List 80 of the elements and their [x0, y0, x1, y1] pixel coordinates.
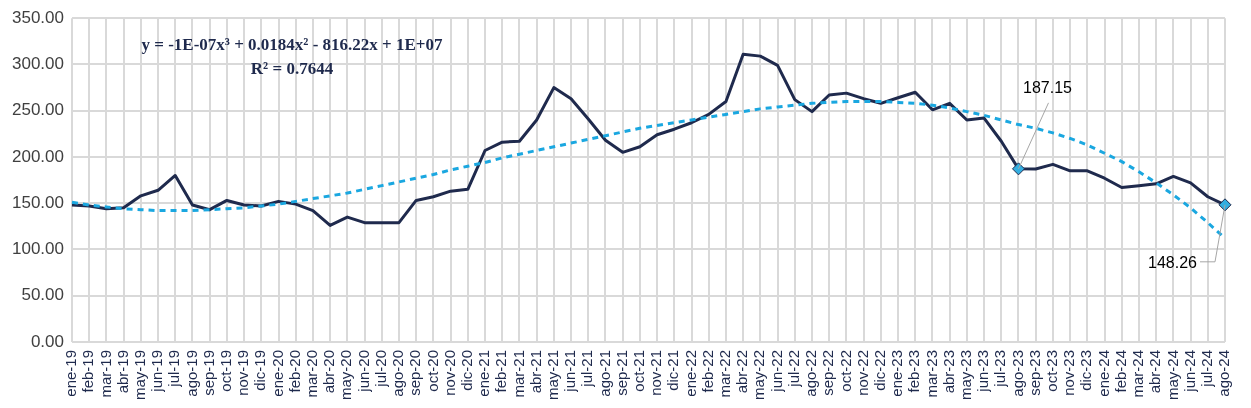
- x-tick-label: ago-22: [802, 349, 820, 397]
- x-tick-label: sep-23: [1025, 349, 1043, 396]
- x-tick-label: ago-21: [595, 349, 613, 397]
- x-tick-label: may-23: [957, 349, 975, 401]
- x-tick-label: oct-21: [630, 349, 648, 392]
- x-tick-label: nov-19: [234, 349, 252, 396]
- y-tick-label: 250.00: [12, 100, 64, 120]
- x-tick-label: may-19: [130, 349, 148, 401]
- x-tick-label: nov-21: [647, 349, 665, 396]
- x-tick-label: mar-24: [1129, 349, 1147, 398]
- x-tick-label: may-24: [1163, 349, 1181, 401]
- x-tick-label: sep-21: [612, 349, 630, 396]
- x-tick-label: abr-22: [733, 349, 751, 394]
- x-tick-label: sep-20: [406, 349, 424, 396]
- x-tick-label: ene-23: [888, 349, 906, 397]
- x-tick-label: jul-24: [1197, 349, 1215, 388]
- x-tick-label: jun-21: [561, 349, 579, 393]
- x-tick-label: ene-20: [268, 349, 286, 397]
- x-tick-label: mar-19: [96, 349, 114, 398]
- x-tick-label: may-21: [543, 349, 561, 401]
- x-tick-label: mar-23: [922, 349, 940, 398]
- x-tick-label: abr-24: [1146, 349, 1164, 394]
- y-tick-label: 100.00: [12, 239, 64, 259]
- x-tick-label: dic-21: [664, 349, 682, 391]
- data-label: 187.15: [1023, 79, 1073, 97]
- x-tick-label: abr-20: [320, 349, 338, 394]
- x-tick-label: sep-19: [199, 349, 217, 396]
- x-tick-label: mar-22: [716, 349, 734, 398]
- x-tick-label: sep-22: [819, 349, 837, 396]
- annotation: R² = 0.7644: [250, 58, 334, 78]
- x-tick-label: jul-23: [991, 349, 1009, 388]
- x-tick-label: ene-21: [475, 349, 493, 397]
- x-tick-label: ene-22: [681, 349, 699, 397]
- x-tick-label: jul-22: [784, 349, 802, 388]
- y-tick-label: 50.00: [21, 285, 64, 305]
- x-tick-label: jun-23: [974, 349, 992, 393]
- x-tick-label: dic-20: [457, 349, 475, 391]
- x-tick-label: jun-19: [148, 349, 166, 393]
- x-tick-label: jul-21: [578, 349, 596, 388]
- x-tick-label: abr-23: [939, 349, 957, 394]
- x-tick-label: ago-24: [1215, 349, 1233, 397]
- x-tick-label: ago-20: [389, 349, 407, 397]
- data-label: 148.26: [1148, 254, 1198, 272]
- x-tick-label: may-22: [750, 349, 768, 401]
- x-tick-label: oct-22: [836, 349, 854, 392]
- x-tick-label: mar-21: [509, 349, 527, 398]
- x-tick-label: nov-22: [853, 349, 871, 396]
- x-tick-label: feb-20: [285, 349, 303, 393]
- x-tick-label: oct-23: [1043, 349, 1061, 392]
- y-tick-label: 200.00: [12, 146, 64, 166]
- x-tick-label: jun-22: [767, 349, 785, 393]
- x-tick-label: jun-20: [354, 349, 372, 393]
- x-tick-label: feb-21: [492, 349, 510, 393]
- x-tick-label: abr-19: [113, 349, 131, 394]
- y-tick-label: 350.00: [12, 7, 64, 27]
- y-tick-label: 0.00: [30, 331, 64, 351]
- x-tick-label: dic-23: [1077, 349, 1095, 391]
- annotation: y = -1E-07x³ + 0.0184x² - 816.22x + 1E+07: [141, 34, 444, 54]
- x-tick-label: jul-19: [165, 349, 183, 388]
- x-tick-label: may-20: [337, 349, 355, 401]
- x-tick-label: abr-21: [526, 349, 544, 394]
- x-tick-label: jun-24: [1180, 349, 1198, 393]
- x-tick-label: feb-19: [79, 349, 97, 393]
- x-tick-label: dic-22: [870, 349, 888, 391]
- x-tick-label: ene-24: [1094, 349, 1112, 397]
- y-tick-label: 150.00: [12, 192, 64, 212]
- x-tick-label: feb-22: [698, 349, 716, 393]
- x-tick-label: nov-20: [440, 349, 458, 396]
- x-tick-label: ago-19: [182, 349, 200, 397]
- x-tick-label: mar-20: [303, 349, 321, 398]
- x-tick-label: oct-19: [217, 349, 235, 392]
- x-tick-label: feb-24: [1111, 349, 1129, 393]
- y-tick-label: 300.00: [12, 54, 64, 74]
- x-tick-label: oct-20: [423, 349, 441, 392]
- x-tick-label: ene-19: [62, 349, 80, 397]
- x-tick-label: ago-23: [1008, 349, 1026, 397]
- x-tick-label: feb-23: [905, 349, 923, 393]
- x-tick-label: nov-23: [1060, 349, 1078, 396]
- x-tick-label: jul-20: [371, 349, 389, 388]
- x-tick-label: dic-19: [251, 349, 269, 391]
